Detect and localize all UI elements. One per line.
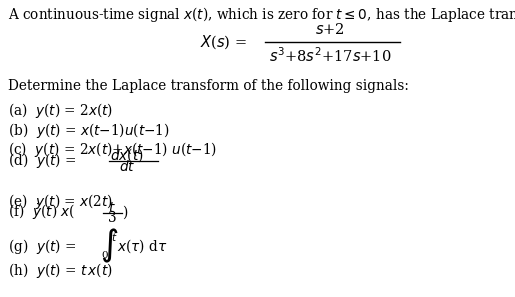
- Text: (f)  $\dot{y}$($t$) $x$(: (f) $\dot{y}$($t$) $x$(: [8, 203, 75, 222]
- Text: ): ): [122, 206, 127, 219]
- Text: (c)  $y$($t$) = 2$x$($t$)+$x$($t$$-$1) $u$($t$$-$1): (c) $y$($t$) = 2$x$($t$)+$x$($t$$-$1) $u…: [8, 140, 217, 159]
- Text: $t$: $t$: [108, 200, 116, 214]
- Text: $s^3$+8$s^2$+17$s$+10: $s^3$+8$s^2$+17$s$+10: [269, 47, 391, 65]
- Text: A continuous-time signal $x$($t$), which is zero for $t \leq 0$, has the Laplace: A continuous-time signal $x$($t$), which…: [8, 5, 515, 24]
- Text: (e)  $y$($t$) = $x$(2$t$): (e) $y$($t$) = $x$(2$t$): [8, 192, 113, 211]
- Text: (d)  $y$($t$) =: (d) $y$($t$) =: [8, 151, 76, 170]
- Text: $x$($\tau$) d$\tau$: $x$($\tau$) d$\tau$: [117, 237, 167, 255]
- Text: $\int$: $\int$: [100, 227, 118, 265]
- Text: Determine the Laplace transform of the following signals:: Determine the Laplace transform of the f…: [8, 79, 409, 93]
- Text: (a)  $y$($t$) = 2$x$($t$): (a) $y$($t$) = 2$x$($t$): [8, 101, 113, 120]
- Text: (g)  $y$($t$) =: (g) $y$($t$) =: [8, 236, 76, 255]
- Text: $t$: $t$: [111, 231, 117, 243]
- Text: $X$($s$) =: $X$($s$) =: [200, 33, 247, 51]
- Text: $dx$($t$): $dx$($t$): [110, 147, 144, 164]
- Text: $dt$: $dt$: [119, 159, 135, 174]
- Text: 0: 0: [101, 250, 108, 260]
- Text: 3: 3: [108, 211, 116, 225]
- Text: (b)  $y$($t$) = $x$($t$$-$1)$u$($t$$-$1): (b) $y$($t$) = $x$($t$$-$1)$u$($t$$-$1): [8, 121, 170, 140]
- Text: (h)  $y$($t$) = $t\,x$($t$): (h) $y$($t$) = $t\,x$($t$): [8, 261, 113, 280]
- Text: $s$+2: $s$+2: [315, 21, 345, 37]
